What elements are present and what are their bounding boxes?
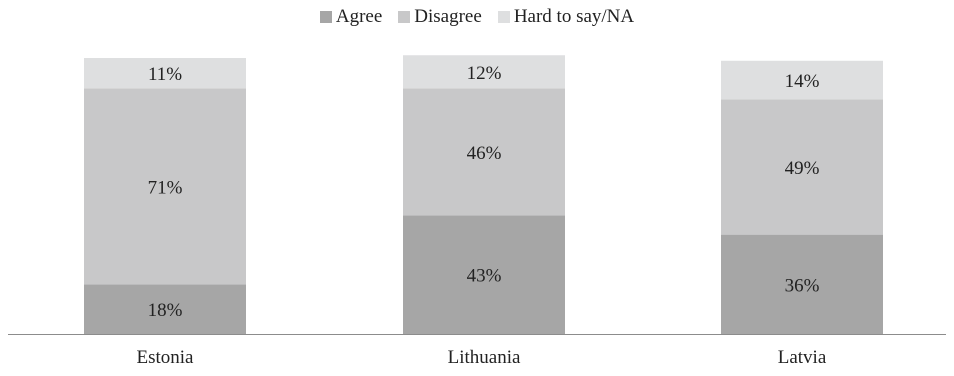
category-label-latvia: Latvia	[778, 347, 827, 368]
category-label-estonia: Estonia	[137, 347, 195, 368]
data-label-estonia-hard-to-say-na: 11%	[148, 64, 182, 85]
data-label-lithuania-agree: 43%	[467, 266, 502, 287]
legend-item-hard-to-say: Hard to say/NA	[497, 6, 635, 28]
bar-segment-lithuania-hard-to-say-na	[403, 55, 565, 89]
legend-swatch-disagree	[398, 11, 411, 23]
bar-segment-lithuania-agree	[403, 215, 565, 334]
bar-segment-latvia-hard-to-say-na	[721, 60, 883, 100]
bar-segment-lithuania-disagree	[403, 88, 565, 216]
data-label-latvia-disagree: 49%	[785, 158, 820, 179]
bar-segment-estonia-agree	[84, 284, 246, 334]
legend-label-disagree: Disagree	[414, 6, 482, 27]
legend-swatch-agree	[319, 11, 332, 23]
category-label-lithuania: Lithuania	[448, 347, 521, 368]
data-label-estonia-agree: 18%	[148, 300, 183, 321]
legend-label-hard-to-say: Hard to say/NA	[513, 6, 635, 27]
data-label-lithuania-disagree: 46%	[467, 143, 502, 164]
bar-segment-estonia-hard-to-say-na	[84, 58, 246, 89]
legend-label-agree: Agree	[335, 6, 383, 27]
legend: Agree Disagree Hard to say/NA	[0, 6, 954, 28]
data-label-lithuania-hard-to-say-na: 12%	[467, 63, 502, 84]
bar-segment-latvia-agree	[721, 234, 883, 334]
data-label-latvia-hard-to-say-na: 14%	[785, 71, 820, 92]
legend-item-disagree: Disagree	[398, 6, 482, 28]
data-label-estonia-disagree: 71%	[148, 177, 183, 198]
legend-swatch-hard-to-say	[497, 11, 510, 23]
data-label-latvia-agree: 36%	[785, 275, 820, 296]
legend-item-agree: Agree	[319, 6, 383, 28]
bar-segment-latvia-disagree	[721, 99, 883, 235]
bar-segment-estonia-disagree	[84, 88, 246, 285]
